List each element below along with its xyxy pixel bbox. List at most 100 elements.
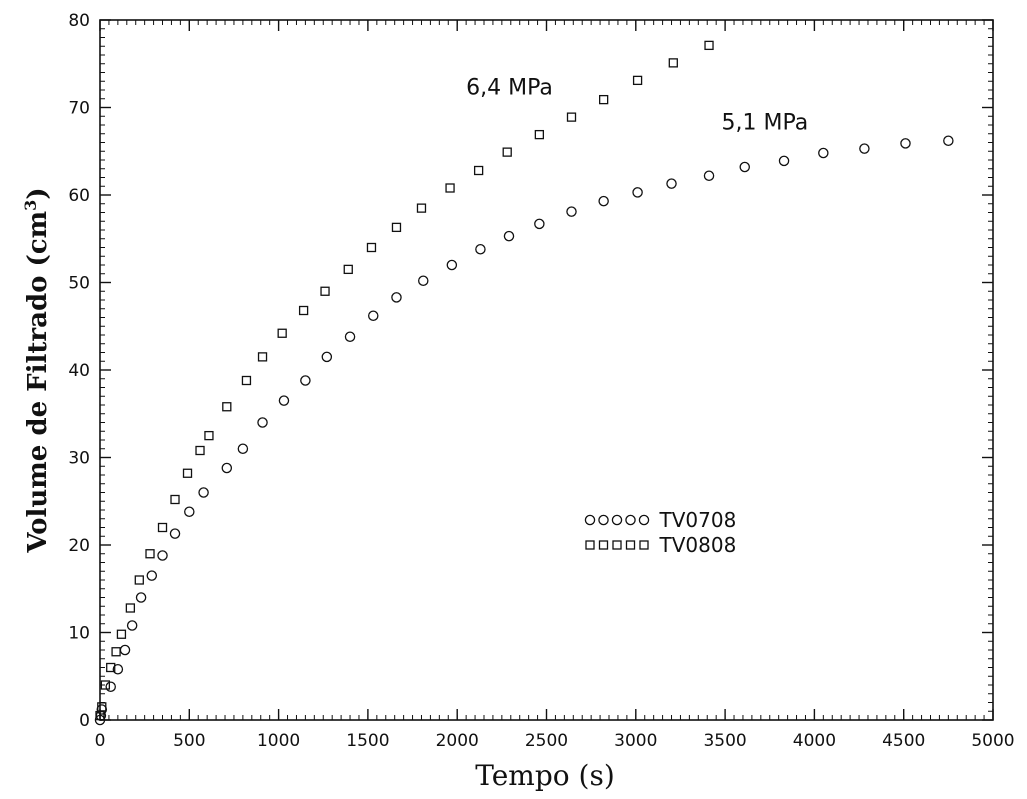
x-tick-label: 3500 bbox=[703, 731, 746, 751]
plot-border bbox=[99, 19, 994, 721]
circle-point bbox=[169, 528, 181, 539]
pressure-annotation: 6,4 MPa bbox=[466, 75, 553, 100]
circle-point bbox=[184, 506, 195, 517]
circle-point bbox=[157, 550, 168, 561]
square-point bbox=[599, 94, 609, 105]
y-tick-label: 80 bbox=[68, 11, 90, 31]
circle-point bbox=[534, 218, 545, 230]
series-tv0708 bbox=[94, 135, 954, 726]
square-point bbox=[298, 305, 309, 316]
x-tick-label: 4500 bbox=[882, 731, 925, 751]
circle-point bbox=[257, 417, 268, 428]
circle-point bbox=[221, 462, 233, 474]
legend-row: TV0808 bbox=[585, 533, 737, 557]
legend-row: TV0708 bbox=[584, 508, 737, 532]
legend-marker bbox=[598, 540, 609, 550]
circle-point bbox=[818, 147, 829, 159]
circle-point bbox=[198, 487, 209, 498]
x-axis-title: Tempo (s) bbox=[475, 759, 615, 792]
y-tick-label: 70 bbox=[68, 99, 90, 119]
square-point bbox=[195, 445, 205, 456]
x-axis-ticks: 0 500 1000 1500 2000 2500 3000 3500 4000 4500 5000 bbox=[95, 20, 1015, 751]
square-point bbox=[222, 402, 232, 412]
circle-point bbox=[119, 644, 131, 656]
square-point bbox=[366, 242, 377, 253]
circle-point bbox=[368, 310, 379, 321]
square-point bbox=[534, 129, 545, 140]
circle-point bbox=[146, 570, 158, 581]
circle-point bbox=[418, 275, 429, 286]
y-axis-title-superscript: 3 bbox=[21, 200, 40, 211]
circle-point bbox=[344, 331, 356, 342]
y-axis-title: Volume de Filtrado (cm3) bbox=[21, 187, 53, 553]
y-tick-label: 50 bbox=[68, 274, 90, 294]
square-point bbox=[257, 352, 268, 362]
square-point bbox=[473, 165, 484, 176]
legend-marker bbox=[612, 540, 622, 550]
legend-marker bbox=[625, 540, 636, 550]
circle-point bbox=[739, 161, 750, 173]
square-point bbox=[445, 183, 455, 193]
square-point bbox=[502, 147, 512, 157]
square-point bbox=[204, 430, 214, 441]
pressure-annotation: 5,1 MPa bbox=[722, 110, 809, 135]
legend-marker bbox=[625, 514, 636, 526]
y-axis-title-close: ) bbox=[23, 187, 53, 199]
y-axis-ticks: 0 10 20 30 40 50 60 70 80 bbox=[68, 11, 993, 731]
circle-point bbox=[703, 170, 715, 181]
legend-marker bbox=[611, 514, 623, 526]
circle-point bbox=[503, 230, 515, 242]
square-point bbox=[182, 468, 193, 478]
circle-point bbox=[278, 395, 290, 406]
y-axis-title-base: Volume de Filtrado (cm bbox=[23, 211, 53, 554]
square-point bbox=[106, 662, 116, 673]
x-tick-label: 4000 bbox=[793, 731, 836, 751]
square-point bbox=[100, 680, 111, 690]
square-point bbox=[97, 702, 107, 712]
circle-point bbox=[778, 155, 790, 167]
square-point bbox=[241, 375, 252, 386]
circle-point bbox=[237, 443, 249, 454]
square-point bbox=[277, 328, 287, 338]
square-point bbox=[416, 203, 427, 213]
square-point bbox=[157, 522, 168, 533]
legend-marker bbox=[639, 540, 649, 550]
square-point bbox=[116, 629, 127, 639]
square-point bbox=[704, 40, 714, 51]
square-point bbox=[111, 647, 121, 657]
circle-point bbox=[391, 292, 402, 303]
square-point bbox=[170, 494, 180, 505]
square-point bbox=[320, 286, 330, 296]
x-tick-label: 1500 bbox=[346, 731, 389, 751]
x-tick-label: 0 bbox=[95, 731, 106, 751]
square-point bbox=[566, 112, 577, 122]
legend-label: TV0808 bbox=[659, 533, 737, 557]
circle-point bbox=[135, 592, 147, 603]
series-tv0808 bbox=[95, 40, 714, 721]
plot-frame bbox=[99, 19, 994, 721]
legend-marker bbox=[638, 514, 650, 526]
legend-label: TV0708 bbox=[659, 508, 737, 532]
circle-point bbox=[321, 351, 333, 363]
circle-point bbox=[859, 143, 870, 154]
square-point bbox=[668, 58, 678, 68]
square-point bbox=[125, 603, 136, 613]
x-tick-label: 3000 bbox=[614, 731, 657, 751]
circle-point bbox=[126, 620, 138, 631]
circle-point bbox=[666, 178, 677, 189]
x-tick-label: 2500 bbox=[525, 731, 568, 751]
circle-point bbox=[446, 259, 458, 271]
y-tick-label: 10 bbox=[68, 624, 90, 644]
data-marks bbox=[94, 40, 954, 726]
square-point bbox=[632, 75, 643, 86]
circle-point bbox=[112, 664, 124, 675]
x-tick-label: 500 bbox=[173, 731, 205, 751]
square-point bbox=[134, 575, 144, 585]
circle-point bbox=[566, 206, 577, 217]
y-tick-label: 0 bbox=[79, 711, 90, 731]
circle-point bbox=[300, 375, 311, 386]
circle-point bbox=[105, 681, 116, 693]
y-tick-label: 40 bbox=[68, 361, 90, 381]
